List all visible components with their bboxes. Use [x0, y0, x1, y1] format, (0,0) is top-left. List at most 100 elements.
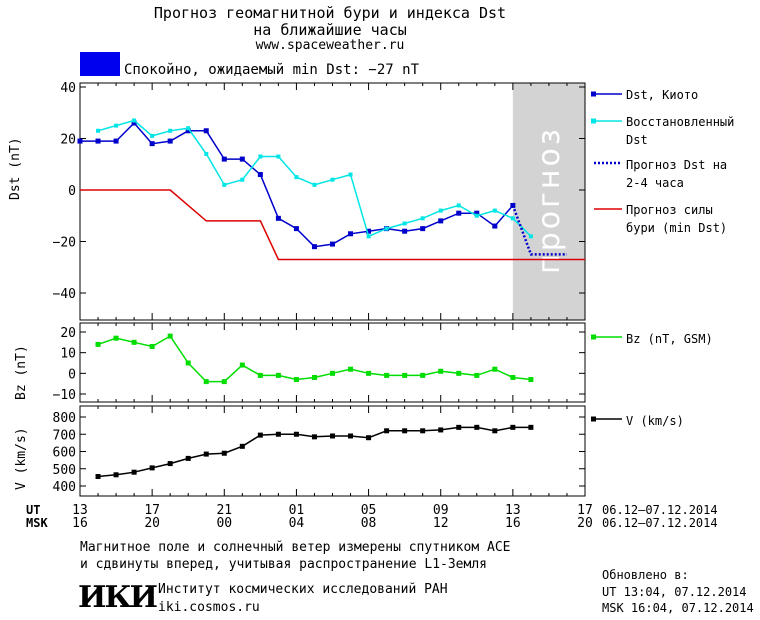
msk-range: 06.12–07.12.2014 [602, 516, 718, 530]
v-data-point [239, 443, 245, 449]
legend-v: V (km/s) [626, 414, 684, 428]
dst-data-point [222, 182, 227, 187]
site-link[interactable]: www.spaceweather.ru [255, 38, 405, 53]
ut-tick-label: 13 [72, 503, 88, 518]
dst-data-point [95, 138, 101, 144]
dst-data-point [294, 175, 299, 180]
legend-marker-5 [591, 416, 596, 422]
dst-data-point [330, 177, 335, 182]
legend-marker-0 [591, 91, 596, 97]
dst-data-point [420, 216, 425, 221]
v-data-point [366, 435, 372, 441]
dst-axis-label: Dst (nT) [8, 137, 23, 200]
bz-data-point [348, 366, 354, 372]
ut-tick-label: 13 [505, 503, 521, 518]
bz-data-point [95, 341, 101, 347]
dst-data-point [239, 156, 245, 162]
bz-ytick-label: −10 [53, 388, 76, 403]
legend-storm-forecast: Прогноз силы бури (min Dst) [626, 203, 728, 235]
v-data-point [330, 433, 335, 439]
v-data-point [474, 424, 480, 430]
bz-data-point [402, 372, 408, 378]
dst-data-point [131, 120, 137, 126]
dst-data-point [384, 226, 389, 231]
bz-data-point [492, 366, 498, 372]
dst-data-point [510, 216, 515, 221]
msk-tick-label: 00 [216, 516, 232, 531]
status-swatch [80, 52, 120, 76]
chart-title-line1: Прогноз геомагнитной бури и индекса Dst [153, 4, 507, 22]
updated-ut: UT 13:04, 07.12.2014 [602, 585, 747, 599]
dst-data-point [149, 141, 155, 147]
bz-data-point [384, 372, 390, 378]
ut-tick-label: 21 [216, 503, 232, 518]
bz-data-point [275, 372, 281, 378]
dst-data-point [330, 241, 335, 247]
legend-bz: Bz (nT, GSM) [626, 332, 713, 346]
dst-ytick-label: 40 [60, 81, 76, 96]
dst-data-point [348, 172, 353, 177]
dst-data-point [492, 223, 498, 229]
msk-tick-label: 20 [577, 516, 593, 531]
legend-restored-dst: Восстановленный Dst [626, 115, 735, 147]
dst-data-point [113, 138, 119, 144]
dst-data-point [186, 126, 191, 131]
dst-data-point [348, 231, 354, 237]
msk-tick-label: 20 [144, 516, 160, 531]
dst-data-point [438, 218, 444, 224]
dst-data-point [114, 123, 119, 128]
dst-panel-frame [79, 82, 586, 321]
footnote-line2: и сдвинуты вперед, учитывая распростране… [80, 557, 487, 572]
v-data-point [95, 474, 101, 480]
dst-data-point [168, 128, 173, 133]
bz-data-point [366, 370, 372, 376]
v-data-point [221, 450, 227, 456]
dst-data-point [456, 203, 461, 208]
v-data-point [293, 431, 299, 437]
msk-tick-label: 08 [361, 516, 377, 531]
msk-tick-label: 04 [289, 516, 305, 531]
bz-data-point [293, 377, 299, 383]
legend-marker-1 [591, 118, 596, 124]
dst-data-point [276, 154, 281, 159]
dst-data-point [275, 215, 281, 221]
dst-data-point [366, 228, 372, 234]
msk-tick-label: 16 [505, 516, 521, 531]
bz-ytick-label: 10 [60, 347, 76, 362]
dst-data-point [203, 128, 209, 134]
dst-data-point [474, 210, 480, 216]
dst-data-point [311, 244, 317, 250]
dst-data-point [438, 208, 443, 213]
v-data-point [510, 424, 516, 430]
v-data-point [438, 427, 444, 433]
msk-tick-label: 12 [433, 516, 449, 531]
dst-data-point [257, 172, 263, 178]
dst-data-point [150, 133, 155, 138]
ut-tick-label: 17 [577, 503, 593, 518]
bz-data-point [510, 374, 516, 380]
dst-data-point [492, 208, 497, 213]
v-ytick-label: 800 [53, 411, 76, 426]
dst-data-point [366, 234, 371, 239]
institute-site-link[interactable]: iki.cosmos.ru [158, 600, 260, 615]
dst-ytick-label: −20 [53, 236, 76, 251]
v-ytick-label: 400 [53, 480, 76, 495]
ut-tick-label: 17 [144, 503, 160, 518]
bz-data-point [456, 370, 462, 376]
bz-data-point [167, 333, 173, 339]
institute-name: Институт космических исследований РАН [158, 582, 448, 597]
dst-data-point [240, 177, 245, 182]
bz-ytick-label: 0 [68, 367, 76, 382]
v-data-point [420, 428, 426, 434]
dst-series-line-3 [80, 189, 585, 261]
bz-axis-label: Bz (nT) [14, 345, 29, 400]
bz-data-point [113, 335, 119, 341]
dst-data-point [420, 226, 426, 232]
dst-data-point [77, 138, 83, 144]
dst-data-point [204, 151, 209, 156]
v-data-point [131, 469, 137, 475]
v-ytick-label: 700 [53, 428, 76, 443]
ut-tick-label: 05 [361, 503, 377, 518]
v-data-point [275, 431, 281, 437]
dst-data-point [221, 156, 227, 162]
